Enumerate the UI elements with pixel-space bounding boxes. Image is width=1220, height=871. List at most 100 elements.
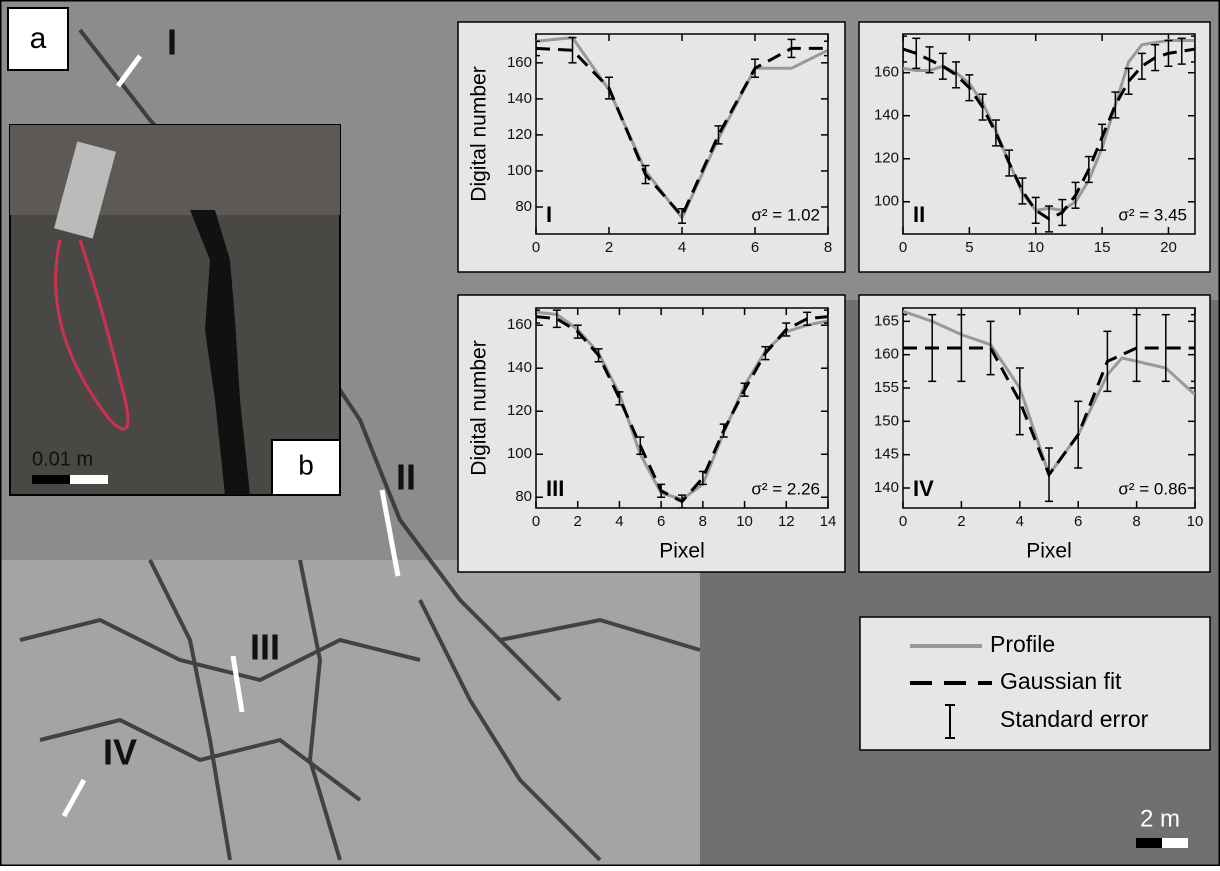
error-bar bbox=[1058, 198, 1067, 227]
error-bar bbox=[952, 61, 961, 89]
y-tick-label: 140 bbox=[874, 479, 899, 496]
site-label: III bbox=[250, 627, 280, 668]
y-tick-label: 100 bbox=[874, 193, 899, 210]
site-label: II bbox=[396, 457, 416, 498]
x-tick-label: 10 bbox=[1187, 513, 1204, 530]
error-bar bbox=[1111, 91, 1120, 119]
error-bar bbox=[552, 309, 561, 329]
series-group bbox=[536, 36, 828, 224]
error-bar bbox=[636, 436, 645, 455]
error-bar bbox=[1164, 39, 1173, 68]
panel-numeral: III bbox=[546, 476, 564, 501]
error-bar bbox=[957, 313, 966, 383]
error-bar bbox=[1177, 37, 1186, 65]
y-tick-label: 80 bbox=[515, 198, 532, 215]
error-bar bbox=[991, 119, 1000, 147]
error-bar bbox=[1191, 313, 1195, 383]
x-tick-label: 6 bbox=[1074, 513, 1082, 530]
x-tick-label: 8 bbox=[824, 239, 832, 256]
y-tick-label: 120 bbox=[507, 126, 532, 143]
y-tick-label: 160 bbox=[874, 64, 899, 81]
scale-bar bbox=[70, 475, 108, 484]
panel-label: a bbox=[30, 22, 47, 55]
transect bbox=[115, 54, 143, 88]
error-bar bbox=[1045, 205, 1053, 233]
x-tick-label: 0 bbox=[899, 239, 907, 256]
scale-label: 0.01 m bbox=[32, 448, 93, 470]
y-tick-label: 145 bbox=[874, 446, 899, 463]
error-bar bbox=[803, 311, 812, 326]
error-bar bbox=[925, 46, 934, 74]
y-tick-label: 150 bbox=[874, 412, 899, 429]
chart-panel: 0 5 10 15 20 100 120 140 160 II σ² = 3.45 bbox=[858, 21, 1211, 273]
photo-compass bbox=[54, 141, 116, 239]
y-tick-label: 120 bbox=[507, 402, 532, 419]
y-tick-label: 160 bbox=[507, 54, 532, 71]
error-bar bbox=[594, 348, 603, 363]
x-tick-label: 10 bbox=[736, 513, 753, 530]
error-bar bbox=[536, 40, 540, 57]
inset-photo: b 0.01 m bbox=[9, 124, 341, 496]
x-tick-label: 15 bbox=[1094, 239, 1111, 256]
error-bar bbox=[965, 74, 974, 102]
fit-note: σ² = 1.02 bbox=[751, 205, 820, 224]
y-tick-label: 120 bbox=[874, 150, 899, 167]
error-bar bbox=[782, 322, 791, 337]
chart-panel: 0 2 4 6 8 10 12 14 80 100 120 140 160 Digital number P… bbox=[457, 294, 846, 573]
y-axis-label: Digital number bbox=[468, 340, 491, 475]
y-tick-label: 160 bbox=[874, 346, 899, 363]
chart-panel: 0 2 4 6 8 80 100 120 140 160 Digital number I σ² = 1… bbox=[457, 21, 846, 273]
x-tick-label: 0 bbox=[899, 513, 907, 530]
image-light-area bbox=[0, 560, 700, 866]
error-bar bbox=[536, 309, 540, 324]
x-tick-label: 6 bbox=[751, 239, 759, 256]
y-tick-label: 140 bbox=[507, 359, 532, 376]
error-bar bbox=[1071, 181, 1080, 209]
error-bar bbox=[986, 320, 995, 376]
error-bar bbox=[573, 324, 582, 339]
error-bar bbox=[1045, 447, 1053, 503]
x-tick-label: 4 bbox=[678, 239, 686, 256]
error-bar bbox=[1084, 155, 1093, 184]
x-tick-label: 20 bbox=[1160, 239, 1177, 256]
panel-label: b bbox=[298, 449, 314, 480]
error-bar bbox=[978, 93, 987, 121]
panel-numeral: IV bbox=[913, 476, 934, 501]
error-bar bbox=[761, 345, 770, 361]
panel-numeral: I bbox=[546, 202, 552, 227]
site-labels: I II III IV bbox=[103, 22, 416, 773]
y-axis-label: Digital number bbox=[468, 66, 491, 201]
label-box bbox=[7, 7, 69, 71]
legend-label: Profile bbox=[990, 631, 1055, 657]
legend: Profile Gaussian fit Standard error bbox=[859, 616, 1211, 751]
legend-label: Gaussian fit bbox=[1000, 668, 1122, 694]
scale-bar bbox=[32, 475, 70, 484]
plot-area bbox=[902, 33, 1196, 235]
error-bar bbox=[1103, 330, 1112, 393]
legend-label: Standard error bbox=[1000, 706, 1149, 732]
x-axis-label: Pixel bbox=[1026, 540, 1072, 563]
x-axis-label: Pixel bbox=[659, 540, 705, 563]
error-bar bbox=[1015, 367, 1024, 436]
error-bar bbox=[1161, 313, 1170, 383]
y-tick-label: 155 bbox=[874, 379, 899, 396]
error-bar bbox=[751, 58, 759, 78]
x-tick-label: 10 bbox=[1027, 239, 1044, 256]
error-bar bbox=[1074, 400, 1083, 469]
x-tick-label: 4 bbox=[615, 513, 623, 530]
chart-panel: 0 2 4 6 8 10 140 145 150 155 160 165 Pixel IV σ² = 0.8… bbox=[858, 294, 1211, 573]
error-bar bbox=[824, 309, 828, 324]
plot-area bbox=[535, 33, 829, 235]
error-bar bbox=[740, 382, 749, 397]
y-tick-label: 100 bbox=[507, 445, 532, 462]
fit-note: σ² = 3.45 bbox=[1118, 205, 1187, 224]
error-bar bbox=[928, 313, 937, 383]
scale-bar bbox=[1162, 838, 1188, 848]
series-group bbox=[903, 309, 1195, 503]
transect bbox=[230, 655, 245, 713]
error-bar bbox=[605, 76, 613, 100]
label-box bbox=[271, 439, 341, 496]
y-tick-label: 160 bbox=[507, 316, 532, 333]
error-bar bbox=[787, 38, 796, 59]
